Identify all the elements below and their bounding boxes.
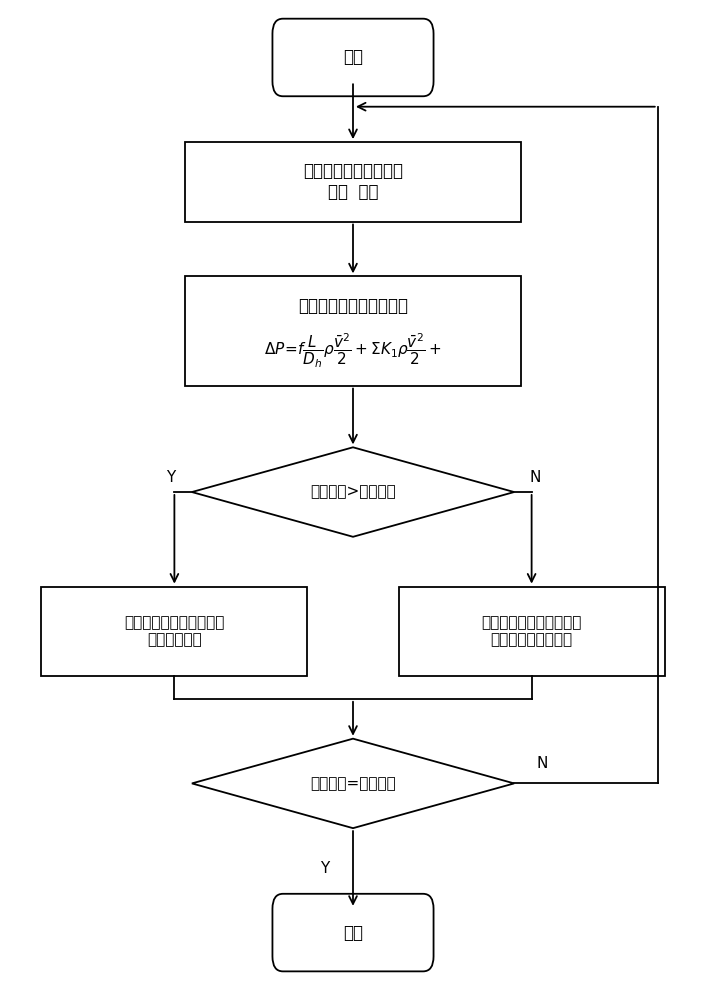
Text: 由公式计算阴极理论压降: 由公式计算阴极理论压降 bbox=[298, 297, 408, 315]
Text: 处于膜干状态，对分离的
氢气加湿增加水含量: 处于膜干状态，对分离的 氢气加湿增加水含量 bbox=[481, 615, 582, 647]
Bar bbox=[398, 587, 664, 676]
Text: $\Delta P\!=\!f\dfrac{L}{D_h}\rho\dfrac{\bar{v}^2}{2}+\Sigma K_1\rho\dfrac{\bar{: $\Delta P\!=\!f\dfrac{L}{D_h}\rho\dfrac{… bbox=[264, 332, 442, 370]
Text: 实际压降=理论压降: 实际压降=理论压降 bbox=[310, 776, 396, 791]
Bar bbox=[185, 276, 521, 386]
Text: Y: Y bbox=[166, 470, 176, 485]
Text: 由传感器测量阴极温度
压力  流量: 由传感器测量阴极温度 压力 流量 bbox=[303, 162, 403, 201]
Text: 实际压降>理论压降: 实际压降>理论压降 bbox=[310, 485, 396, 500]
Bar bbox=[185, 142, 521, 222]
Bar bbox=[42, 587, 308, 676]
Text: Y: Y bbox=[321, 861, 330, 876]
Polygon shape bbox=[192, 447, 514, 537]
Text: N: N bbox=[530, 470, 541, 485]
Text: 结束: 结束 bbox=[343, 924, 363, 942]
Polygon shape bbox=[192, 739, 514, 828]
FancyBboxPatch shape bbox=[273, 894, 433, 971]
FancyBboxPatch shape bbox=[273, 19, 433, 96]
Text: 开始: 开始 bbox=[343, 48, 363, 66]
Text: N: N bbox=[537, 756, 548, 771]
Text: 处于水淹状态，采取流量
脉冲方式排水: 处于水淹状态，采取流量 脉冲方式排水 bbox=[124, 615, 225, 647]
